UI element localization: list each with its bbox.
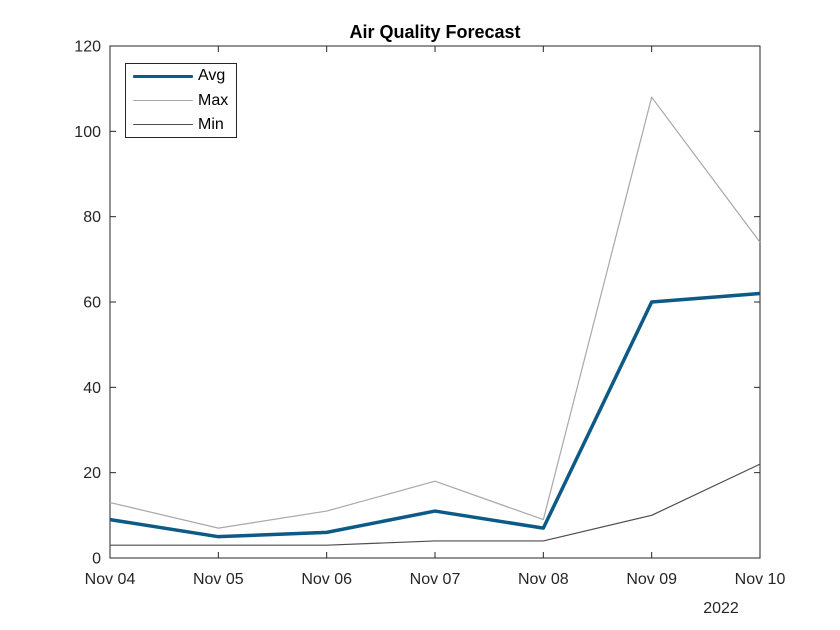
series-line-avg [109, 291, 761, 539]
x-tick-label: Nov 09 [626, 571, 677, 588]
y-tick-label: 40 [83, 380, 101, 397]
y-tick-label: 100 [74, 124, 101, 141]
y-tick-label: 80 [83, 209, 101, 226]
legend-line-sample [133, 124, 193, 126]
legend-item-max: Max [133, 89, 236, 113]
legend: Avg Max Min [125, 63, 237, 138]
legend-label: Min [198, 115, 224, 133]
y-tick-label: 120 [74, 39, 101, 56]
legend-item-min: Min [133, 113, 236, 137]
x-tick-label: Nov 06 [301, 571, 352, 588]
x-tick-label: Nov 05 [193, 571, 244, 588]
x-tick-label: Nov 10 [735, 571, 786, 588]
series-line-max [109, 96, 761, 529]
y-tick-label: 0 [92, 551, 101, 568]
x-tick-label: Nov 07 [410, 571, 461, 588]
x-tick-label: Nov 08 [518, 571, 569, 588]
chart-title: Air Quality Forecast [349, 22, 520, 42]
legend-line-max [133, 100, 193, 101]
x-axis-secondary-label: 2022 [703, 600, 739, 617]
x-tick-label: Nov 04 [85, 571, 136, 588]
legend-label: Avg [198, 67, 226, 85]
legend-line-min [133, 124, 193, 126]
legend-line-sample [133, 74, 193, 78]
legend-line-avg [133, 74, 193, 78]
legend-item-avg: Avg [133, 64, 236, 88]
y-tick-label: 60 [83, 295, 101, 312]
legend-label: Max [198, 91, 229, 109]
y-tick-label: 20 [83, 465, 101, 482]
legend-line-sample [133, 100, 193, 101]
series-line-min [110, 463, 761, 546]
